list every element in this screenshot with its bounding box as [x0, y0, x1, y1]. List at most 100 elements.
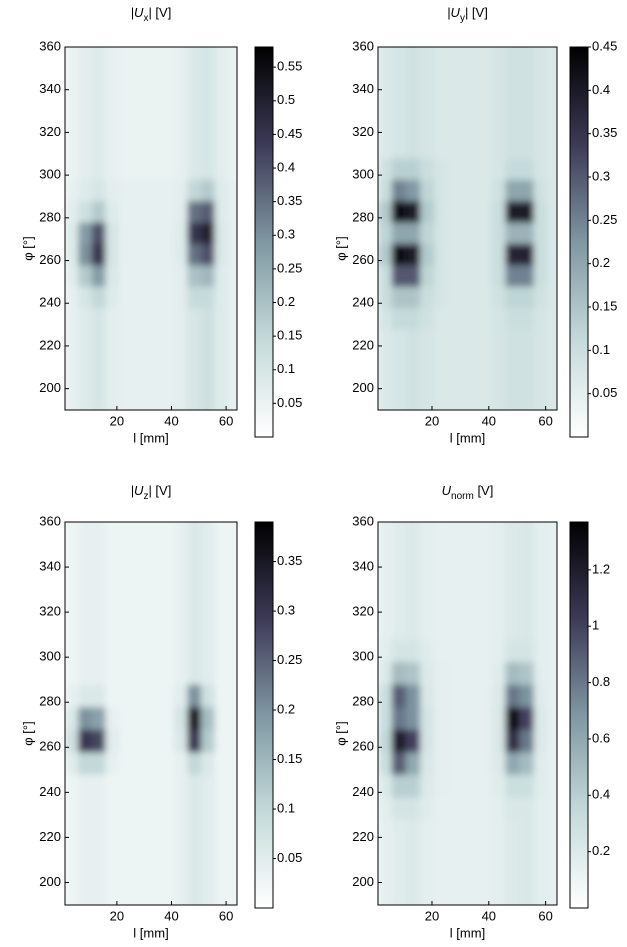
heatmap-cell [391, 50, 407, 74]
heatmap-cell [146, 522, 162, 528]
heatmap-cell [420, 157, 436, 180]
heatmap-cell [91, 307, 107, 330]
heatmap-cell [476, 371, 493, 394]
heatmap-cell [547, 136, 557, 159]
heatmap-cell [491, 50, 507, 74]
heatmap-cell [187, 863, 203, 888]
heatmap-cell [119, 285, 134, 309]
heatmap-cell [462, 773, 478, 798]
heatmap-cell [448, 863, 464, 888]
heatmap-cell [228, 349, 237, 373]
heatmap-cell [505, 526, 521, 550]
heatmap-cell [201, 328, 216, 351]
heatmap-cell [405, 178, 422, 202]
heatmap-cell [187, 392, 203, 410]
heatmap-cell [132, 616, 148, 640]
heatmap-cell [491, 349, 507, 373]
heatmap-cell [378, 796, 393, 820]
heatmap-cell [505, 242, 521, 266]
heatmap-cell [519, 114, 535, 138]
heatmap-cell [132, 200, 148, 223]
heatmap-cell [201, 221, 216, 244]
heatmap-cell [214, 349, 230, 373]
heatmap-cell [547, 307, 557, 330]
heatmap-cell [132, 221, 148, 244]
heatmap-cell [119, 349, 134, 373]
heatmap-cell [505, 728, 521, 753]
heatmap-cell [547, 751, 557, 775]
heatmap-cell [547, 371, 557, 394]
heatmap-cell [448, 548, 464, 573]
heatmap-cell [65, 50, 80, 74]
heatmap-cell [405, 522, 422, 528]
heatmap-cell [462, 392, 478, 410]
heatmap-cell [405, 773, 422, 798]
heatmap-cell [214, 841, 230, 865]
heatmap-cell [65, 661, 80, 685]
heatmap-cell [78, 796, 93, 820]
heatmap-cell [405, 47, 422, 52]
heatmap-cell [65, 157, 80, 180]
heatmap-cell [547, 593, 557, 618]
heatmap-cell [405, 751, 422, 775]
heatmap-cell [119, 818, 134, 843]
heatmap-cell [132, 683, 148, 708]
heatmap-cell [533, 242, 549, 266]
heatmap-cell [448, 796, 464, 820]
heatmap-cell [519, 328, 535, 351]
heatmap-cell [391, 392, 407, 410]
heatmap-cell [491, 526, 507, 550]
heatmap-cell [519, 593, 535, 618]
heatmap-cell [462, 886, 478, 905]
heatmap-cell [146, 371, 162, 394]
heatmap-cell [91, 593, 107, 618]
heatmap-cell [533, 221, 549, 244]
heatmap-cell [378, 616, 393, 640]
heatmap-cell [214, 526, 230, 550]
heatmap-cell [405, 683, 422, 708]
heatmap-cell [420, 863, 436, 888]
heatmap-cell [434, 371, 450, 394]
heatmap-cell [173, 751, 189, 775]
heatmap-cell [173, 796, 189, 820]
heatmap-cell [146, 661, 162, 685]
heatmap-cell [201, 114, 216, 138]
heatmap-cell [519, 571, 535, 595]
heatmap-cell [105, 114, 121, 138]
heatmap-cell [228, 571, 237, 595]
heatmap-cell [160, 683, 175, 708]
heatmap-cell [519, 349, 535, 373]
heatmap-cell [434, 841, 450, 865]
heatmap-cell [434, 886, 450, 905]
heatmap-cell [378, 841, 393, 865]
heatmap-cell [476, 50, 493, 74]
heatmap-cell [462, 93, 478, 116]
heatmap-cell [173, 593, 189, 618]
heatmap-cell [91, 728, 107, 753]
heatmap-cell [105, 638, 121, 663]
heatmap-cell [91, 136, 107, 159]
heatmap-cell [378, 661, 393, 685]
heatmap-cell [491, 571, 507, 595]
heatmap-cell [173, 349, 189, 373]
heatmap-cell [476, 307, 493, 330]
heatmap-cell [119, 178, 134, 202]
heatmap-cell [78, 200, 93, 223]
heatmap-cell [201, 841, 216, 865]
heatmap-cell [214, 751, 230, 775]
y-tick-label: 320 [39, 604, 61, 619]
heatmap-cell [420, 392, 436, 410]
heatmap-cell [378, 638, 393, 663]
heatmap-cell [105, 285, 121, 309]
heatmap-cell [491, 796, 507, 820]
heatmap-cell [378, 886, 393, 905]
heatmap-cell [378, 706, 393, 730]
heatmap-cell [434, 136, 450, 159]
heatmap-cell [65, 307, 80, 330]
heatmap-cell [533, 72, 549, 95]
heatmap-cell [434, 751, 450, 775]
heatmap-cell [547, 818, 557, 843]
heatmap-cell [448, 886, 464, 905]
heatmap-cell [476, 221, 493, 244]
heatmap-cell [105, 264, 121, 287]
